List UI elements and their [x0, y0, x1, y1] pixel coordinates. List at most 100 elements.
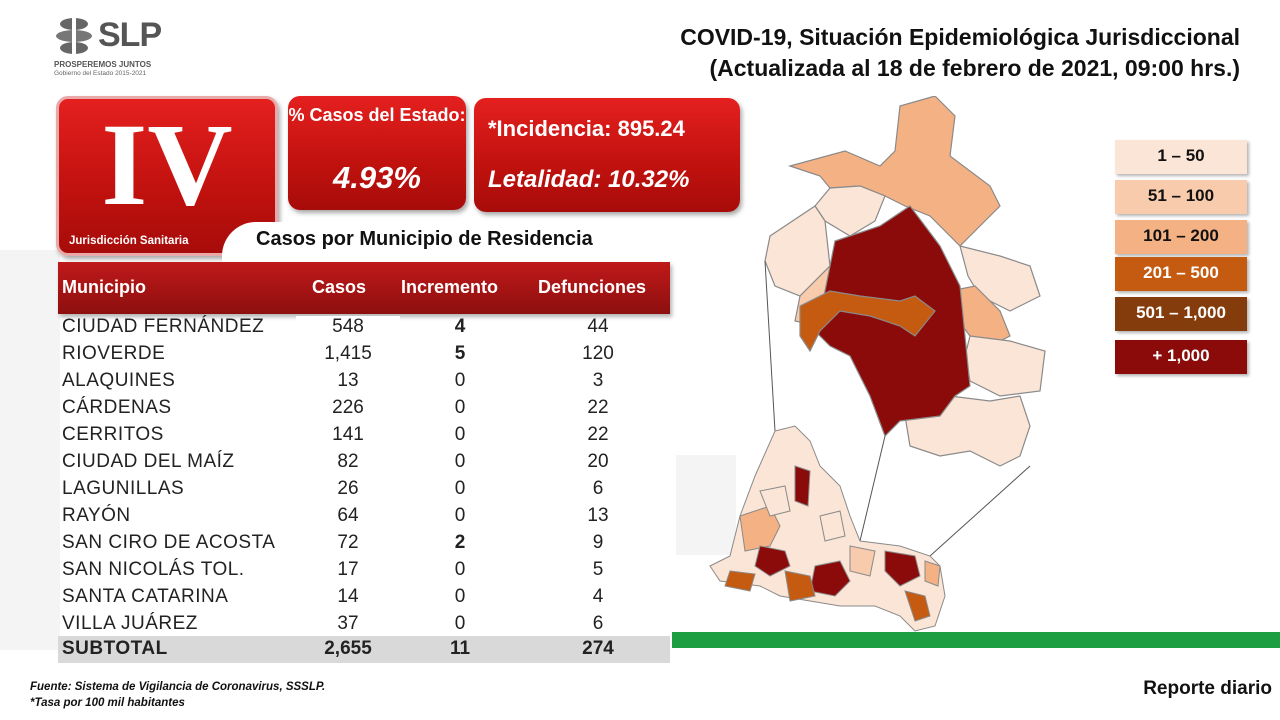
cell-casos: 26 [296, 478, 400, 500]
cell-casos: 17 [296, 559, 400, 581]
cell-defunciones: 5 [592, 559, 604, 580]
cell-defunciones: 4 [592, 586, 604, 607]
table-sheet [222, 222, 676, 262]
cell-municipio: SAN CIRO DE ACOSTA [62, 532, 276, 553]
page-title: COVID-19, Situación Epidemiológica Juris… [540, 22, 1240, 84]
cell-incremento: 0 [454, 505, 466, 526]
lethality-value: Letalidad: 10.32% [488, 166, 690, 193]
subtotal-row: SUBTOTAL 2,655 11 274 [58, 636, 670, 663]
cell-casos: 82 [296, 451, 400, 473]
cell-municipio: CIUDAD DEL MAÍZ [62, 451, 235, 472]
jurisdiction-label: Jurisdicción Sanitaria [69, 235, 189, 247]
state-percentage-value: 4.93% [333, 160, 421, 195]
table-row: VILLA JUÁREZ 37 0 6 [58, 611, 670, 638]
cell-municipio: LAGUNILLAS [62, 478, 185, 499]
table-row: SANTA CATARINA 14 0 4 [58, 584, 670, 611]
title-line-2: (Actualizada al 18 de febrero de 2021, 0… [709, 55, 1240, 81]
cell-municipio: RIOVERDE [62, 343, 166, 364]
cell-municipio: SUBTOTAL [62, 638, 168, 659]
cell-municipio: VILLA JUÁREZ [62, 613, 198, 634]
zoomed-municipalities [764, 96, 1046, 467]
cell-municipio: SANTA CATARINA [62, 586, 229, 607]
table-row: CIUDAD FERNÁNDEZ 548 4 44 [58, 314, 670, 341]
cell-casos: 548 [296, 316, 400, 338]
cell-casos: 14 [296, 586, 400, 608]
background-shape [0, 250, 60, 650]
cell-casos: 13 [296, 370, 400, 392]
cell-defunciones: 120 [582, 343, 614, 364]
logo-wordmark: SLP [98, 16, 162, 54]
cell-incremento: 0 [454, 451, 466, 472]
table-title: Casos por Municipio de Residencia [256, 228, 593, 250]
table-row: RAYÓN 64 0 13 [58, 503, 670, 530]
state-percentage-label: % Casos del Estado: [288, 105, 466, 125]
cell-casos: 141 [296, 424, 400, 446]
table-row: CIUDAD DEL MAÍZ 82 0 20 [58, 449, 670, 476]
cell-incremento: 0 [454, 586, 466, 607]
cell-incremento: 0 [454, 424, 466, 445]
cell-defunciones: 44 [587, 316, 609, 337]
legend-item: 501 – 1,000 [1115, 297, 1247, 331]
table-row: ALAQUINES 13 0 3 [58, 368, 670, 395]
cell-defunciones: 20 [587, 451, 609, 472]
state-percentage-tile: % Casos del Estado: 4.93% [288, 96, 466, 210]
cell-incremento: 0 [454, 397, 466, 418]
cell-casos: 72 [296, 532, 400, 554]
legend-item: 101 – 200 [1115, 220, 1247, 254]
jurisdiction-numeral: IV [101, 99, 233, 230]
rate-note: *Tasa por 100 mil habitantes [30, 697, 185, 709]
table-row: SAN NICOLÁS TOL. 17 0 5 [58, 557, 670, 584]
header-municipio: Municipio [62, 277, 146, 297]
cell-defunciones: 6 [592, 613, 604, 634]
state-map [709, 425, 946, 632]
cell-defunciones: 22 [587, 397, 609, 418]
cell-casos: 64 [296, 505, 400, 527]
cell-incremento: 4 [454, 316, 466, 337]
logo-subtitle: Gobierno del Estado 2015-2021 [54, 70, 147, 77]
cell-incremento: 0 [454, 370, 466, 391]
table-header: Municipio Casos Incremento Defunciones [58, 262, 670, 314]
slp-emblem-icon [56, 16, 92, 56]
source-note: Fuente: Sistema de Vigilancia de Coronav… [30, 681, 326, 693]
cell-municipio: RAYÓN [62, 505, 131, 526]
legend-item: 1 – 50 [1115, 140, 1247, 174]
table-row: LAGUNILLAS 26 0 6 [58, 476, 670, 503]
logo-tagline: PROSPEREMOS JUNTOS [54, 60, 152, 69]
cell-municipio: CÁRDENAS [62, 397, 172, 418]
jurisdiction-map [709, 96, 1046, 632]
cell-defunciones: 3 [592, 370, 604, 391]
cell-defunciones: 13 [587, 505, 609, 526]
cell-casos: 226 [296, 397, 400, 419]
cell-incremento: 11 [449, 638, 471, 659]
cell-defunciones: 6 [592, 478, 604, 499]
header-casos: Casos [312, 277, 367, 297]
incidence-value: *Incidencia: 895.24 [488, 116, 685, 141]
cell-incremento: 0 [454, 559, 466, 580]
legend-item: 51 – 100 [1115, 180, 1247, 214]
daily-report-label: Reporte diario [1143, 678, 1272, 699]
cell-defunciones: 9 [592, 532, 604, 553]
legend-item: + 1,000 [1115, 340, 1247, 374]
slp-logo: SLP PROSPEREMOS JUNTOS Gobierno del Esta… [52, 14, 172, 80]
table-row: RIOVERDE 1,415 5 120 [58, 341, 670, 368]
cell-municipio: CIUDAD FERNÁNDEZ [62, 316, 265, 337]
table-row: SAN CIRO DE ACOSTA 72 2 9 [58, 530, 670, 557]
cell-incremento: 0 [454, 478, 466, 499]
cell-municipio: CERRITOS [62, 424, 164, 445]
table-row: CÁRDENAS 226 0 22 [58, 395, 670, 422]
header-defunciones: Defunciones [538, 277, 647, 297]
cell-incremento: 5 [454, 343, 466, 364]
cell-casos: 2,655 [324, 638, 372, 659]
header-incremento: Incremento [401, 277, 499, 297]
green-bar [672, 632, 1280, 648]
legend-item: 201 – 500 [1115, 257, 1247, 291]
title-line-1: COVID-19, Situación Epidemiológica Juris… [680, 24, 1240, 50]
cell-casos: 1,415 [296, 343, 400, 365]
cell-municipio: ALAQUINES [62, 370, 176, 391]
incidence-lethality-tile: *Incidencia: 895.24 Letalidad: 10.32% [474, 98, 740, 212]
cell-incremento: 2 [454, 532, 466, 553]
map-connector-lines [764, 260, 1031, 557]
cell-casos: 37 [296, 613, 400, 635]
cell-defunciones: 274 [582, 638, 614, 659]
background-shape [676, 455, 736, 555]
